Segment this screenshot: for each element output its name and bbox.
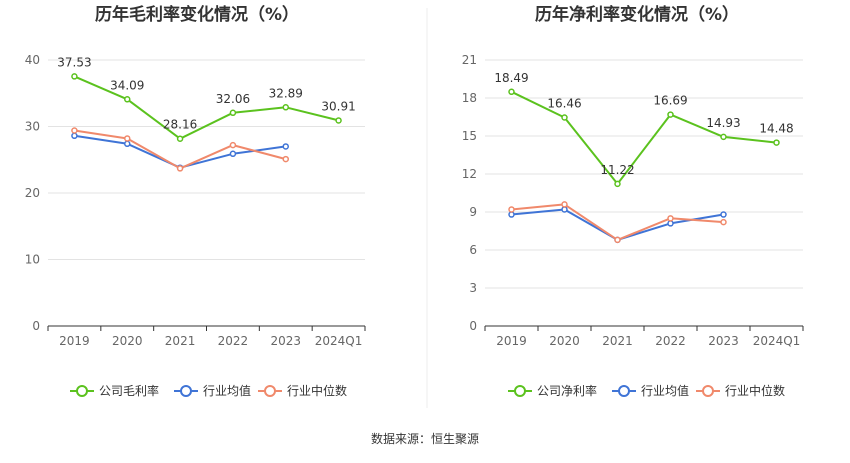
legend-marker (618, 385, 630, 397)
series-line-company (511, 90, 777, 185)
gross-margin-chart: 历年毛利率变化情况（%） 0 10 20 30 40 2019 2020 2021 2022 202… (25, 4, 366, 398)
data-point-median (508, 206, 515, 213)
x-tick-label: 2022 (218, 334, 249, 348)
y-tick-label: 6 (469, 243, 477, 257)
data-point-median (229, 141, 237, 149)
series-line-company (74, 75, 339, 140)
data-label: 18.49 (494, 71, 528, 85)
legend-label: 行业中位数 (725, 383, 785, 398)
y-tick-label: 0 (469, 319, 477, 333)
y-tick-label: 40 (25, 53, 40, 67)
legend-item-avg: 行业均值 (612, 383, 689, 398)
legend-label: 行业均值 (641, 383, 689, 398)
data-point-company (720, 133, 727, 141)
data-point-avg (229, 150, 237, 158)
data-point-avg (71, 132, 78, 140)
y-tick-label: 20 (25, 186, 40, 200)
data-point-median (124, 135, 131, 142)
data-label: 11.22 (600, 163, 634, 177)
data-point-avg (720, 211, 727, 218)
data-point-company (667, 111, 674, 118)
legend-item-median: 行业中位数 (696, 383, 785, 398)
data-point-avg (667, 220, 674, 227)
x-tick-label: 2019 (496, 334, 527, 348)
legend-label: 公司净利率 (537, 383, 597, 398)
data-label: 14.48 (759, 122, 793, 136)
legend-marker (264, 385, 276, 397)
x-tick-label: 2020 (112, 334, 143, 348)
data-point-avg (282, 143, 289, 150)
data-point-company (124, 96, 131, 103)
y-tick-label: 3 (469, 281, 477, 295)
legend-marker (702, 385, 714, 397)
chart-title: 历年毛利率变化情况（%） (95, 4, 299, 25)
y-tick-label: 12 (462, 167, 477, 181)
data-label: 32.06 (216, 92, 250, 106)
legend-label: 行业均值 (203, 383, 251, 398)
x-tick-label: 2023 (270, 334, 301, 348)
data-point-company (614, 180, 621, 188)
data-point-company (335, 117, 342, 124)
data-label: 34.09 (110, 78, 144, 92)
data-point-median (561, 201, 568, 208)
y-tick-label: 10 (25, 253, 40, 267)
data-point-avg (508, 211, 515, 218)
legend-item-company: 公司净利率 (508, 383, 597, 398)
data-point-company (176, 135, 184, 142)
data-label: 30.91 (321, 99, 355, 113)
x-tick-label: 2022 (655, 334, 686, 348)
data-point-company (229, 109, 237, 117)
data-label: 16.69 (653, 94, 687, 108)
y-tick-label: 30 (25, 120, 40, 134)
legend-marker (514, 385, 526, 397)
data-point-median (614, 236, 621, 244)
net-margin-chart: 历年净利率变化情况（%） 0 3 6 9 12 15 18 21 2019 2020 2021 2022… (462, 4, 804, 398)
x-tick-label: 2020 (549, 334, 580, 348)
y-tick-label: 15 (462, 129, 477, 143)
x-tick-label: 2023 (708, 334, 739, 348)
y-tick-label: 18 (462, 91, 477, 105)
x-tick-label: 2021 (602, 334, 633, 348)
data-point-median (282, 155, 289, 163)
legend-label: 行业中位数 (287, 383, 347, 398)
data-point-company (508, 88, 515, 96)
data-label: 37.53 (57, 55, 91, 69)
data-point-median (176, 165, 184, 172)
legend-marker (76, 385, 88, 397)
data-point-median (720, 218, 727, 226)
y-tick-label: 9 (469, 205, 477, 219)
chart-title: 历年净利率变化情况（%） (535, 4, 739, 25)
legend-marker (180, 385, 192, 397)
series-line-median (511, 203, 724, 241)
y-tick-label: 0 (32, 319, 40, 333)
data-point-company (71, 73, 78, 80)
data-point-median (71, 127, 78, 134)
data-point-median (667, 215, 674, 222)
legend-label: 公司毛利率 (99, 383, 159, 398)
data-label: 14.93 (706, 116, 740, 130)
data-point-company (561, 114, 568, 121)
data-point-company (773, 139, 780, 146)
data-source: 数据来源：恒生聚源 (371, 431, 479, 446)
x-tick-label: 2021 (165, 334, 196, 348)
legend-item-company: 公司毛利率 (70, 383, 159, 398)
x-tick-label: 2024Q1 (315, 334, 363, 348)
data-label: 32.89 (269, 86, 303, 100)
y-tick-label: 21 (462, 53, 477, 67)
x-tick-label: 2019 (59, 334, 90, 348)
x-tick-label: 2024Q1 (753, 334, 801, 348)
data-point-avg (561, 206, 568, 213)
legend-item-median: 行业中位数 (258, 383, 347, 398)
data-label: 28.16 (163, 118, 197, 132)
data-label: 16.46 (547, 97, 581, 111)
legend-item-avg: 行业均值 (174, 383, 251, 398)
series-line-avg (511, 208, 724, 241)
data-point-avg (124, 140, 131, 148)
data-point-company (282, 104, 289, 111)
